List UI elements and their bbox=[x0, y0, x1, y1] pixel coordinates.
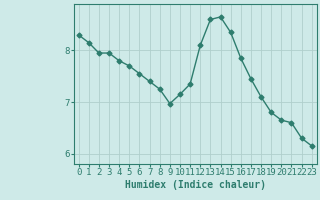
X-axis label: Humidex (Indice chaleur): Humidex (Indice chaleur) bbox=[125, 180, 266, 190]
